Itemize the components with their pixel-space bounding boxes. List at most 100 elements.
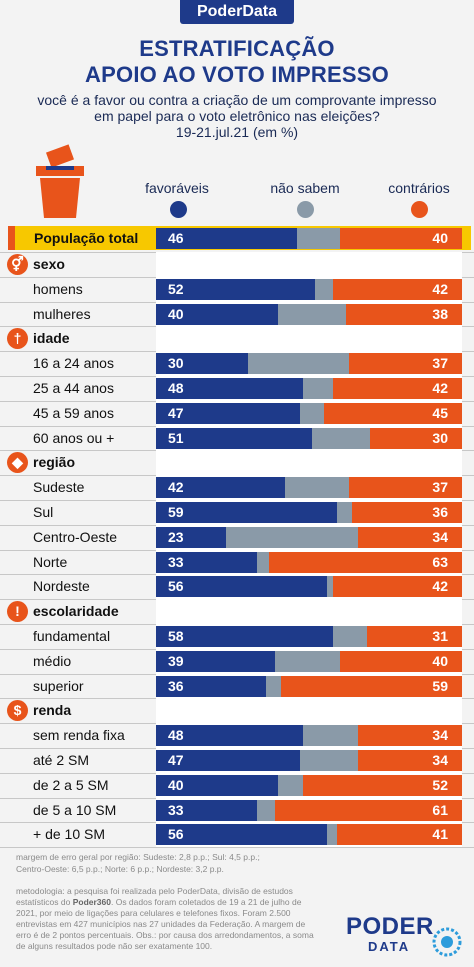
value-favoraveis: 23 bbox=[168, 528, 184, 545]
row-label: 25 a 44 anos bbox=[33, 380, 114, 396]
chart-row: Nordeste 56 42 bbox=[0, 574, 474, 600]
methodology-line-1: metodologia: a pesquisa foi realizada pe… bbox=[16, 886, 293, 896]
stacked-bar: 59 36 bbox=[156, 502, 462, 523]
chart-row: 16 a 24 anos 30 37 bbox=[0, 351, 474, 377]
total-marker bbox=[8, 226, 15, 250]
value-contrarios: 34 bbox=[432, 752, 448, 768]
total-stacked-bar: 46 40 bbox=[156, 228, 462, 249]
stacked-bar: 40 38 bbox=[156, 303, 462, 325]
stacked-bar: 33 63 bbox=[156, 551, 462, 573]
value-favoraveis: 30 bbox=[168, 355, 184, 372]
value-contrarios: 42 bbox=[432, 380, 448, 396]
bar-nao-sabem bbox=[275, 650, 340, 672]
bar-favoraveis bbox=[156, 228, 297, 249]
stacked-bar: 33 61 bbox=[156, 799, 462, 821]
row-label: Sudeste bbox=[33, 479, 85, 496]
margin-footnote-2: Centro-Oeste: 6,5 p.p.; Norte: 6 p.p.; N… bbox=[16, 864, 224, 874]
bar-contrarios bbox=[275, 799, 462, 821]
row-label: fundamental bbox=[33, 628, 111, 644]
value-favoraveis: 52 bbox=[168, 280, 184, 297]
total-row: 46 40 bbox=[0, 226, 474, 251]
bar-contrarios bbox=[357, 725, 462, 747]
bar-favoraveis bbox=[156, 675, 267, 697]
row-label: médio bbox=[33, 652, 72, 669]
bar-favoraveis bbox=[156, 378, 303, 399]
bar-contrarios bbox=[357, 526, 462, 548]
value-contrarios: 61 bbox=[432, 801, 448, 818]
bar-favoraveis bbox=[156, 502, 337, 523]
section-1: ⚥ sexo bbox=[0, 252, 474, 277]
bar-nao-sabem bbox=[284, 477, 349, 499]
row-label: homens bbox=[33, 280, 83, 297]
chart-title-line-2: APOIO AO VOTO IMPRESSO bbox=[85, 62, 389, 87]
stacked-bar: 47 34 bbox=[156, 750, 462, 771]
bar-contrarios bbox=[345, 303, 462, 325]
bar-nao-sabem bbox=[278, 303, 346, 325]
chart-row: + de 10 SM 56 41 bbox=[0, 822, 474, 848]
value-contrarios: 59 bbox=[432, 677, 448, 694]
bar-contrarios bbox=[370, 427, 462, 449]
section-2: † idade bbox=[0, 326, 474, 352]
margin-footnote-1: margem de erro geral por região: Sudeste… bbox=[16, 852, 260, 862]
row-label: 60 anos ou + bbox=[33, 429, 115, 446]
value-favoraveis: 48 bbox=[168, 727, 184, 744]
bar-contrarios bbox=[281, 675, 462, 697]
bar-background bbox=[156, 252, 462, 277]
bar-favoraveis bbox=[156, 477, 285, 499]
legend-dot-contrarios bbox=[411, 201, 428, 218]
bar-favoraveis bbox=[156, 774, 279, 796]
bar-favoraveis bbox=[156, 626, 334, 647]
bar-contrarios bbox=[333, 378, 462, 399]
methodology-line-5: erro é de 2 pontos percentuais. Obs.: po… bbox=[16, 930, 314, 940]
brand-tab: PoderData bbox=[180, 0, 294, 24]
bar-nao-sabem bbox=[327, 824, 337, 846]
stacked-bar: 51 30 bbox=[156, 427, 462, 449]
bar-contrarios bbox=[324, 402, 462, 424]
subtitle-line-2: em papel para o voto eletrônico nas elei… bbox=[94, 108, 380, 124]
chart-row: de 2 a 5 SM 40 52 bbox=[0, 772, 474, 798]
bar-contrarios bbox=[339, 228, 462, 249]
bar-contrarios bbox=[302, 774, 462, 796]
stacked-bar: 39 40 bbox=[156, 650, 462, 672]
row-label: + de 10 SM bbox=[33, 826, 105, 843]
logo-text-bottom: DATA bbox=[368, 939, 411, 954]
bar-nao-sabem bbox=[336, 502, 352, 523]
logo-circle-icon bbox=[432, 927, 462, 957]
stacked-bar: 40 52 bbox=[156, 774, 462, 796]
value-contrarios: 34 bbox=[432, 528, 448, 545]
bar-favoraveis bbox=[156, 303, 279, 325]
bar-nao-sabem bbox=[256, 551, 270, 573]
bar-favoraveis bbox=[156, 725, 303, 747]
bar-contrarios bbox=[333, 278, 462, 300]
section-5: $ renda bbox=[0, 698, 474, 724]
value-contrarios: 42 bbox=[432, 578, 448, 595]
bar-contrarios bbox=[336, 824, 462, 846]
section-title: idade bbox=[33, 330, 70, 347]
value-contrarios: 41 bbox=[432, 826, 448, 843]
stacked-bar: 47 45 bbox=[156, 402, 462, 424]
section-title: escolaridade bbox=[33, 603, 119, 620]
value-contrarios: 38 bbox=[432, 305, 448, 322]
section-4: ! escolaridade bbox=[0, 599, 474, 625]
legend-dot-favoraveis bbox=[170, 201, 187, 218]
total-label: População total bbox=[34, 230, 139, 246]
value-favoraveis: 59 bbox=[168, 504, 184, 520]
stacked-bar: 42 37 bbox=[156, 477, 462, 499]
legend-dot-nao-sabem bbox=[297, 201, 314, 218]
chart-row: fundamental 58 31 bbox=[0, 624, 474, 649]
methodology-line-4: entrevistas em 427 municípios nas 27 uni… bbox=[16, 919, 306, 929]
bar-contrarios bbox=[333, 576, 462, 598]
bar-nao-sabem bbox=[333, 626, 368, 647]
value-contrarios: 37 bbox=[432, 479, 448, 496]
bar-nao-sabem bbox=[266, 675, 282, 697]
methodology-line-3: 2021, por meio de ligações para celulare… bbox=[16, 908, 291, 918]
bar-nao-sabem bbox=[302, 378, 334, 399]
brazil-map-icon: ◆ bbox=[7, 452, 28, 474]
bar-nao-sabem bbox=[302, 725, 358, 747]
bar-favoraveis bbox=[156, 278, 316, 300]
value-favoraveis: 40 bbox=[168, 776, 184, 793]
bar-nao-sabem bbox=[299, 402, 325, 424]
bar-contrarios bbox=[348, 477, 462, 499]
value-favoraveis: 36 bbox=[168, 677, 184, 694]
